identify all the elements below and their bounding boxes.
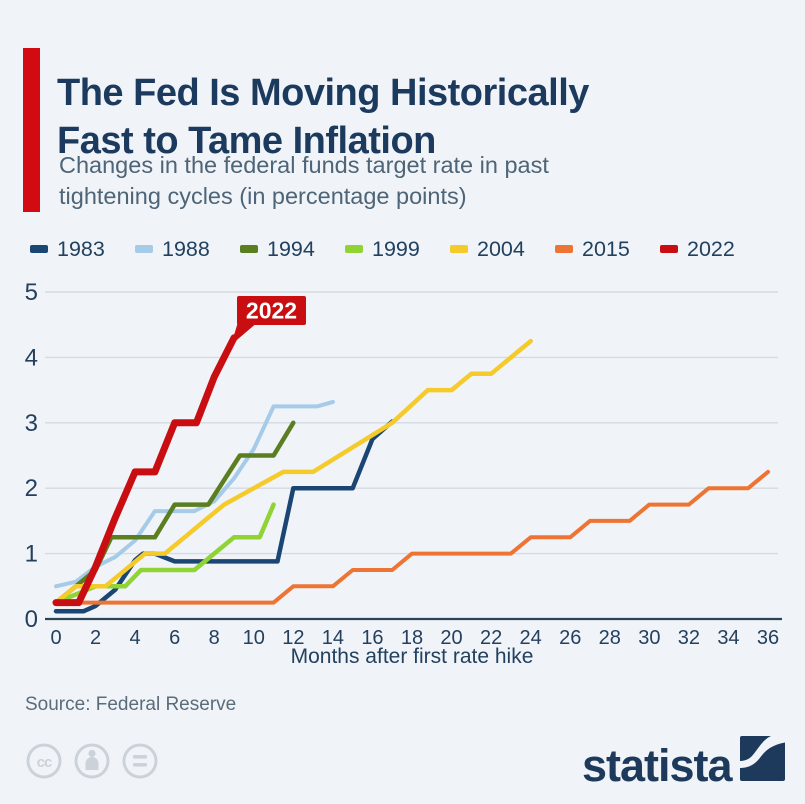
series-line-2022 bbox=[52, 334, 238, 607]
annotation-2022-badge: 2022 bbox=[231, 296, 306, 345]
series-lines bbox=[52, 334, 770, 614]
legend-item-1988: 1988 bbox=[135, 237, 240, 262]
x-tick-label: 10 bbox=[243, 627, 265, 649]
y-tick-label: 0 bbox=[25, 606, 38, 633]
legend-label: 2015 bbox=[582, 236, 630, 261]
x-tick-label: 22 bbox=[480, 627, 502, 649]
x-tick-label: 32 bbox=[678, 627, 700, 649]
attribution-person-glyph bbox=[85, 749, 99, 770]
legend-swatch bbox=[135, 245, 153, 253]
x-tick-label: 12 bbox=[282, 627, 304, 649]
y-tick-label: 4 bbox=[25, 344, 38, 371]
legend-swatch bbox=[660, 245, 678, 253]
x-axis-labels: 0 2 4 6 8 10 12 14 16 18 20 22 24 26 28 30 32 34 36 bbox=[50, 627, 779, 649]
legend-label: 2022 bbox=[687, 236, 735, 261]
series-line-1994 bbox=[53, 420, 296, 605]
page-title-line2: Fast to Tame Inflation bbox=[57, 120, 436, 163]
legend-item-1994: 1994 bbox=[240, 237, 345, 262]
cc-no-derivatives-icon bbox=[122, 743, 158, 779]
page-title: The Fed Is Moving Historically Fast to T… bbox=[57, 69, 787, 165]
legend-label: 1988 bbox=[162, 236, 210, 261]
x-tick-label: 20 bbox=[440, 627, 462, 649]
series-line-2004 bbox=[53, 338, 533, 605]
legend-item-2004: 2004 bbox=[450, 237, 555, 262]
legend-swatch bbox=[345, 245, 363, 253]
chart-subtitle: Changes in the federal funds target rate… bbox=[59, 150, 759, 212]
legend-label: 2004 bbox=[477, 236, 525, 261]
legend-item-1999: 1999 bbox=[345, 237, 450, 262]
equals-glyph bbox=[133, 755, 147, 767]
annotation-badge-box bbox=[237, 296, 306, 325]
x-tick-label: 0 bbox=[50, 627, 61, 649]
x-tick-label: 8 bbox=[209, 627, 220, 649]
y-tick-label: 5 bbox=[25, 279, 38, 306]
cc-attribution-icon bbox=[74, 743, 110, 779]
chart-subtitle-line2: tightening cycles (in percentage points) bbox=[59, 183, 467, 209]
x-tick-label: 6 bbox=[169, 627, 180, 649]
accent-bar bbox=[23, 48, 40, 212]
cc-license-icon bbox=[26, 743, 62, 779]
annotation-badge-label: 2022 bbox=[246, 298, 297, 324]
cc-glyph: cc bbox=[37, 754, 52, 771]
legend-swatch bbox=[240, 245, 258, 253]
x-tick-label: 26 bbox=[559, 627, 581, 649]
legend-item-1983: 1983 bbox=[30, 237, 135, 262]
x-tick-label: 2 bbox=[90, 627, 101, 649]
x-axis-title: Months after first rate hike bbox=[291, 645, 534, 668]
page-title-line1: The Fed Is Moving Historically bbox=[57, 72, 589, 115]
x-tick-label: 24 bbox=[520, 627, 542, 649]
y-tick-label: 3 bbox=[25, 410, 38, 437]
series-line-2015 bbox=[54, 469, 770, 605]
x-tick-label: 30 bbox=[638, 627, 660, 649]
legend-label: 1994 bbox=[267, 236, 315, 261]
chart-subtitle-line1: Changes in the federal funds target rate… bbox=[59, 152, 549, 178]
y-tick-label: 1 bbox=[25, 541, 38, 568]
x-tick-label: 36 bbox=[757, 627, 779, 649]
legend-swatch bbox=[30, 245, 48, 253]
statista-logo-icon bbox=[740, 736, 785, 781]
legend-label: 1983 bbox=[57, 236, 105, 261]
source-note: Source: Federal Reserve bbox=[25, 694, 237, 715]
legend-swatch bbox=[555, 245, 573, 253]
x-tick-label: 28 bbox=[599, 627, 621, 649]
x-tick-label: 14 bbox=[322, 627, 344, 649]
x-tick-label: 16 bbox=[361, 627, 383, 649]
x-tick-label: 18 bbox=[401, 627, 423, 649]
statista-swoosh bbox=[740, 736, 785, 768]
legend-item-2022: 2022 bbox=[660, 237, 765, 262]
y-tick-label: 2 bbox=[25, 475, 38, 502]
chart-legend: 1983 1988 1994 1999 2004 2015 2022 bbox=[30, 234, 765, 264]
legend-swatch bbox=[450, 245, 468, 253]
license-icons: cc bbox=[26, 743, 158, 779]
statista-wordmark: statista bbox=[582, 740, 733, 791]
legend-item-2015: 2015 bbox=[555, 237, 660, 262]
annotation-badge-tail bbox=[231, 322, 258, 345]
x-tick-label: 34 bbox=[717, 627, 739, 649]
y-axis-labels: 0 1 2 3 4 5 bbox=[25, 279, 38, 633]
x-tick-label: 4 bbox=[130, 627, 141, 649]
legend-label: 1999 bbox=[372, 236, 420, 261]
